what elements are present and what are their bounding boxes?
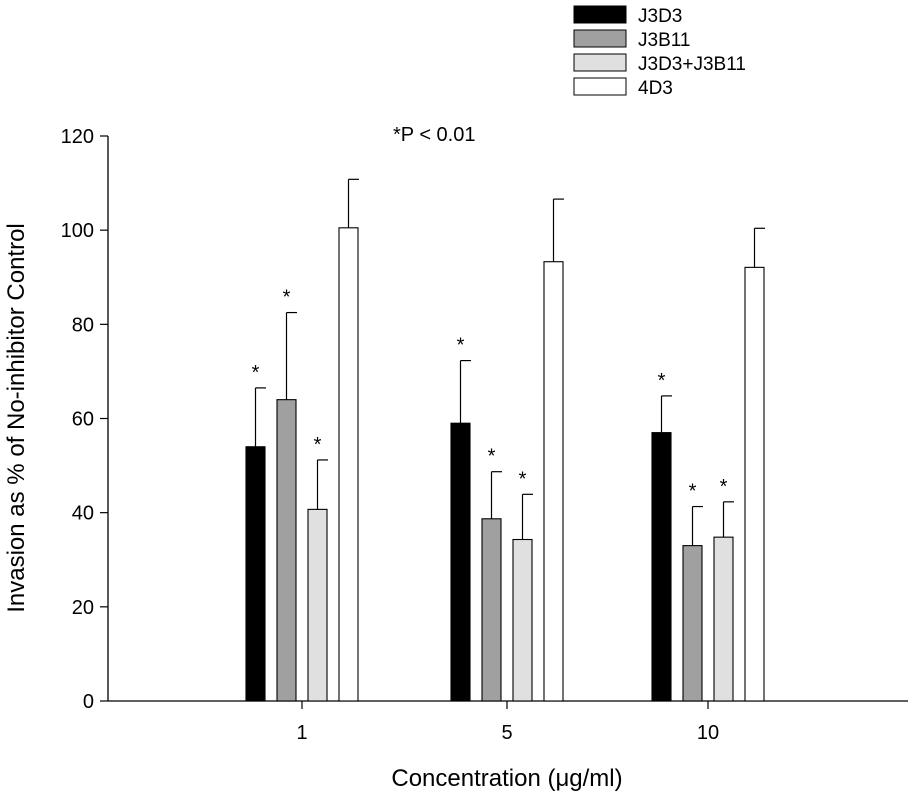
y-tick-label: 80 [72,314,94,336]
bar [307,508,328,702]
x-tick-label: 10 [697,722,719,744]
significance-star: * [283,287,291,309]
x-axis-label: Concentration (μg/ml) [391,765,622,792]
significance-star: * [488,446,496,468]
significance-star: * [314,434,322,456]
bar [744,266,765,702]
bar [543,261,564,702]
bar [651,432,672,702]
bar [245,446,266,702]
significance-star: * [252,362,260,384]
significance-star: * [519,468,527,490]
plot-area: 0 20 40 60 80 100 120 1 5 10 * * * * * * * * * [61,126,908,744]
y-tick-label: 40 [72,503,94,525]
legend-label: J3B11 [638,30,690,51]
legend-swatch [573,53,627,72]
bar [713,536,734,702]
legend-label: 4D3 [638,78,673,99]
significance-star: * [720,476,728,498]
significance-star: * [457,335,465,357]
significance-star: * [689,481,697,503]
bar [450,422,471,702]
x-tick-label: 5 [501,722,512,744]
y-tick-label: 100 [61,220,94,242]
legend: J3D3 J3B11 J3D3+J3B11 4D3 [573,5,746,99]
bar [481,518,502,702]
legend-swatch [573,5,627,24]
y-tick-label: 0 [83,691,94,713]
bar [512,538,533,702]
significance-annotation: *P < 0.01 [393,124,475,146]
x-tick-label: 1 [296,722,307,744]
legend-swatch [573,77,627,96]
y-axis-label: Invasion as % of No-inhibitor Control [3,223,30,613]
legend-label: J3D3+J3B11 [638,54,746,75]
bar [682,545,703,702]
bar [276,399,297,702]
legend-swatch [573,29,627,48]
y-tick-label: 20 [72,597,94,619]
y-tick-label: 120 [61,126,94,148]
legend-label: J3D3 [638,6,682,27]
y-tick-label: 60 [72,409,94,431]
significance-star: * [658,370,666,392]
bar [338,227,359,702]
